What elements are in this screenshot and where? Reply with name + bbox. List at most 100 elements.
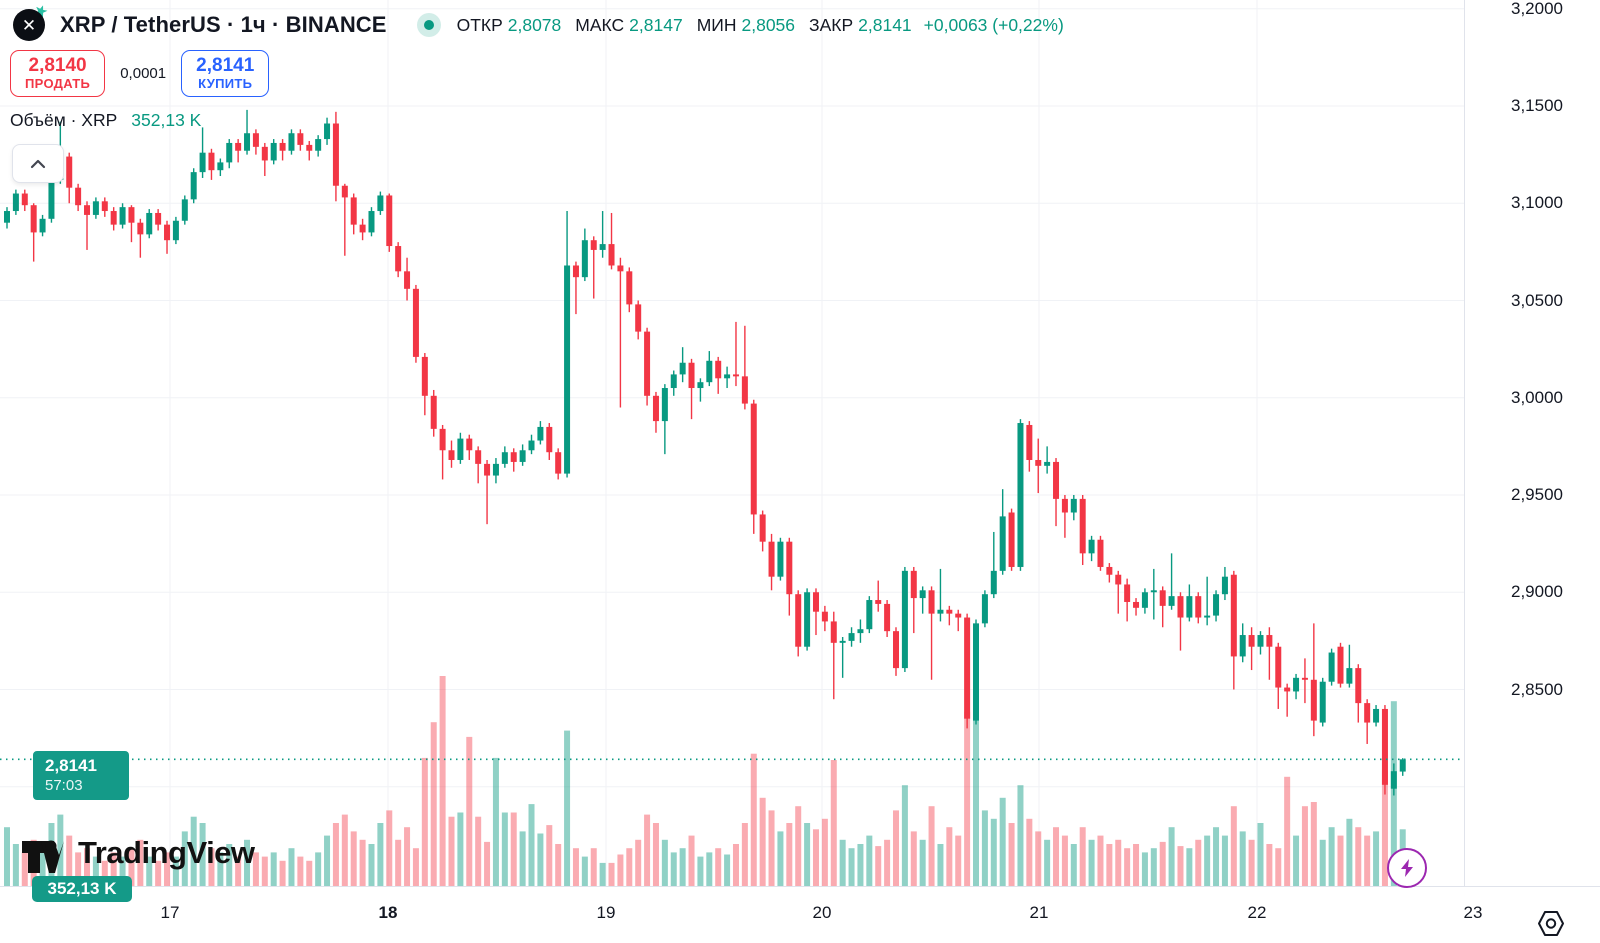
volume-bar <box>155 860 162 886</box>
volume-bar <box>1266 844 1273 886</box>
volume-bar <box>101 860 108 886</box>
candle-body <box>110 211 117 225</box>
candle-body <box>893 631 899 669</box>
candle-body <box>66 156 73 188</box>
candle-body <box>626 271 633 305</box>
candle-body <box>1168 596 1175 606</box>
candle-body <box>1159 590 1166 606</box>
candle-body <box>919 590 926 599</box>
candle-body <box>1150 590 1157 593</box>
volume-bar <box>1275 848 1282 886</box>
volume-bar <box>1364 835 1371 886</box>
volume-bar <box>164 852 171 886</box>
volume-bar <box>768 810 775 886</box>
volume-bar <box>697 856 704 886</box>
candle-body <box>741 376 748 404</box>
volume-bar <box>190 816 197 886</box>
volume-axis-badge: 352,13 K <box>32 876 132 902</box>
market-open-status-icon[interactable] <box>416 13 441 37</box>
candle-body <box>252 133 259 147</box>
lightning-button[interactable] <box>1387 848 1427 888</box>
candle-body <box>732 374 739 377</box>
volume-bar <box>688 835 695 886</box>
candle-body <box>1204 615 1211 618</box>
buy-button[interactable]: 2,8141 КУПИТЬ <box>181 50 270 97</box>
candle-body <box>750 403 757 515</box>
volume-bar <box>519 831 526 886</box>
candle-body <box>48 179 55 219</box>
candle-body <box>901 570 908 669</box>
volume-bar <box>1355 827 1362 886</box>
volume-bar <box>492 757 499 886</box>
chart-plot-area[interactable] <box>0 0 1464 886</box>
symbol-title[interactable]: XRP / TetherUS · 1ч · BINANCE <box>60 12 387 37</box>
candle-body <box>812 592 819 612</box>
candle-body <box>359 224 366 233</box>
volume-bar <box>315 852 322 886</box>
volume-bar <box>1079 827 1086 886</box>
volume-bar <box>964 711 971 886</box>
candle-body <box>572 265 579 278</box>
candle-body <box>341 185 348 198</box>
volume-bar <box>955 835 962 886</box>
time-axis-label: 17 <box>160 903 180 922</box>
volume-bar <box>501 812 508 886</box>
candle-body <box>146 212 153 235</box>
volume-bar <box>1133 844 1140 886</box>
volume-bar <box>1008 823 1015 886</box>
price-axis[interactable]: 3,2000 3,1500 3,1000 3,0500 3,0000 2,9500 2,90… <box>1464 0 1600 886</box>
candle-body <box>279 142 286 151</box>
candle-body <box>1257 635 1264 647</box>
candle-body <box>937 609 944 614</box>
candle-body <box>1328 652 1335 682</box>
candle-body <box>332 123 339 186</box>
volume-bar <box>386 810 393 886</box>
time-axis[interactable]: 17 18 19 20 21 22 23 <box>0 886 1600 943</box>
sell-price: 2,8140 <box>28 55 87 76</box>
buy-button-label: КУПИТЬ <box>198 75 253 91</box>
time-axis-label: 21 <box>1029 903 1049 922</box>
candle-body <box>1346 668 1353 684</box>
volume-bar <box>759 797 766 886</box>
candle-body <box>386 195 393 247</box>
volume-bar <box>750 753 757 886</box>
price-axis-label: 3,2000 <box>1511 0 1563 18</box>
tradingview-watermark[interactable]: TradingView <box>20 831 255 875</box>
candle-body <box>1195 596 1202 618</box>
candle-body <box>715 360 722 379</box>
candle-body <box>466 438 473 451</box>
candle-body <box>866 600 873 630</box>
xrp-logo-icon[interactable]: ✕ <box>12 8 46 42</box>
volume-bar <box>1328 827 1335 886</box>
volume-bar <box>1168 827 1175 886</box>
axis-settings-gear-icon[interactable] <box>1536 910 1566 937</box>
candle-body <box>964 617 971 719</box>
volume-bar <box>581 856 588 886</box>
volume-bar <box>39 848 46 886</box>
candle-body <box>1221 576 1228 595</box>
volume-bar <box>475 816 482 886</box>
candle-body <box>119 207 126 225</box>
ohlc-values-row: ОТКР 2,8078 МАКС 2,8147 МИН 2,8056 ЗАКР … <box>457 15 1064 36</box>
candle-body <box>830 621 837 643</box>
candle-body <box>324 123 331 140</box>
candle-body <box>137 222 144 235</box>
volume-bar <box>644 814 651 886</box>
bar-countdown: 57:03 <box>45 776 83 794</box>
volume-bar <box>306 860 313 886</box>
candle-body <box>1053 461 1060 499</box>
candle-body <box>679 362 686 375</box>
volume-bar <box>75 852 82 886</box>
candle-body <box>910 570 917 599</box>
candle-body <box>635 304 642 332</box>
volume-bar <box>448 816 455 886</box>
legend-collapse-button[interactable] <box>12 144 64 183</box>
volume-bar <box>937 844 944 886</box>
volume-bar <box>324 835 331 886</box>
sell-button[interactable]: 2,8140 ПРОДАТЬ <box>10 50 106 97</box>
volume-bar <box>57 814 64 886</box>
candle-body <box>1293 677 1300 692</box>
candle-body <box>448 450 455 460</box>
candle-body <box>697 382 704 389</box>
candle-body <box>1035 459 1042 466</box>
